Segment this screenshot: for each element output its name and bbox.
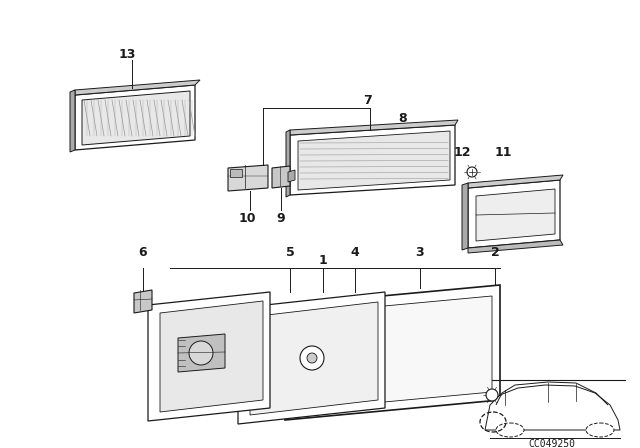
Text: 8: 8 [399,112,407,125]
Polygon shape [462,183,468,250]
Circle shape [307,353,317,363]
Polygon shape [468,240,563,253]
Polygon shape [160,301,263,412]
Text: 7: 7 [363,94,371,107]
Polygon shape [290,120,458,135]
Text: 1: 1 [319,254,328,267]
Polygon shape [288,170,295,182]
Circle shape [486,389,498,401]
Polygon shape [134,290,152,313]
Bar [230,169,242,177]
Polygon shape [148,292,270,421]
Polygon shape [178,334,225,372]
Polygon shape [82,91,190,145]
Polygon shape [298,131,450,190]
Polygon shape [285,285,500,420]
Text: 12: 12 [453,146,471,159]
Polygon shape [468,175,563,188]
Polygon shape [298,296,492,410]
Polygon shape [75,80,200,95]
Ellipse shape [586,423,614,437]
Polygon shape [468,180,560,248]
Polygon shape [272,166,290,188]
Text: 4: 4 [351,246,360,258]
Text: CC049250: CC049250 [529,439,575,448]
Polygon shape [70,90,75,152]
Text: 13: 13 [118,48,136,61]
Polygon shape [485,385,620,430]
Polygon shape [238,292,385,424]
Polygon shape [476,189,555,241]
Text: 11: 11 [494,146,512,159]
Ellipse shape [496,423,524,437]
Text: 3: 3 [416,246,424,258]
Polygon shape [75,85,195,150]
Text: 10: 10 [238,211,256,224]
Text: 2: 2 [491,246,499,258]
Circle shape [300,346,324,370]
Polygon shape [228,165,268,191]
Polygon shape [290,125,455,195]
Circle shape [467,167,477,177]
Text: 9: 9 [276,211,285,224]
Text: 6: 6 [139,246,147,258]
Polygon shape [250,302,378,415]
Circle shape [189,341,213,365]
Text: 5: 5 [285,246,294,258]
Polygon shape [286,130,290,197]
